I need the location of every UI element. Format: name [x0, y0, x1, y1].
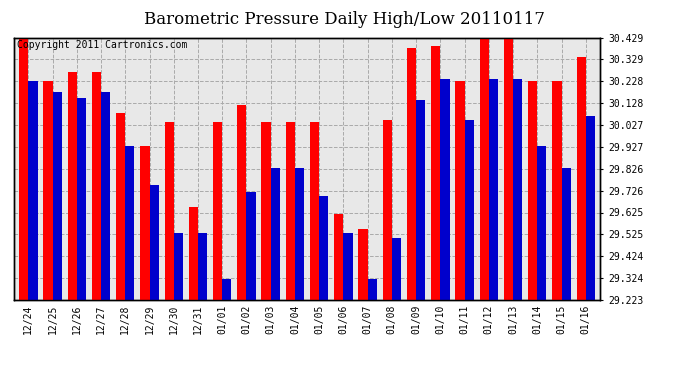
Bar: [407, 48, 416, 300]
Bar: [222, 279, 231, 300]
Bar: [552, 81, 562, 300]
Bar: [270, 168, 280, 300]
Bar: [513, 79, 522, 300]
Bar: [480, 39, 489, 300]
Bar: [164, 122, 174, 300]
Bar: [368, 279, 377, 300]
Bar: [262, 122, 270, 300]
Bar: [440, 79, 450, 300]
Bar: [528, 81, 538, 300]
Bar: [126, 146, 135, 300]
Bar: [198, 233, 207, 300]
Bar: [150, 185, 159, 300]
Bar: [101, 92, 110, 300]
Bar: [28, 81, 37, 300]
Bar: [213, 122, 222, 300]
Bar: [286, 122, 295, 300]
Bar: [416, 100, 425, 300]
Text: Copyright 2011 Cartronics.com: Copyright 2011 Cartronics.com: [17, 40, 187, 50]
Bar: [383, 120, 392, 300]
Bar: [577, 57, 586, 300]
Bar: [319, 196, 328, 300]
Bar: [586, 116, 595, 300]
Bar: [358, 229, 368, 300]
Bar: [455, 81, 464, 300]
Bar: [68, 72, 77, 300]
Bar: [295, 168, 304, 300]
Bar: [52, 92, 62, 300]
Bar: [334, 214, 344, 300]
Bar: [43, 81, 52, 300]
Bar: [237, 105, 246, 300]
Bar: [344, 233, 353, 300]
Bar: [140, 146, 150, 300]
Bar: [504, 35, 513, 300]
Bar: [116, 114, 126, 300]
Bar: [489, 79, 498, 300]
Bar: [392, 237, 401, 300]
Bar: [431, 46, 440, 300]
Text: Barometric Pressure Daily High/Low 20110117: Barometric Pressure Daily High/Low 20110…: [144, 11, 546, 28]
Bar: [562, 168, 571, 300]
Bar: [77, 98, 86, 300]
Bar: [174, 233, 183, 300]
Bar: [19, 39, 28, 300]
Bar: [246, 192, 256, 300]
Bar: [189, 207, 198, 300]
Bar: [538, 146, 546, 300]
Bar: [310, 122, 319, 300]
Bar: [92, 72, 101, 300]
Bar: [464, 120, 474, 300]
